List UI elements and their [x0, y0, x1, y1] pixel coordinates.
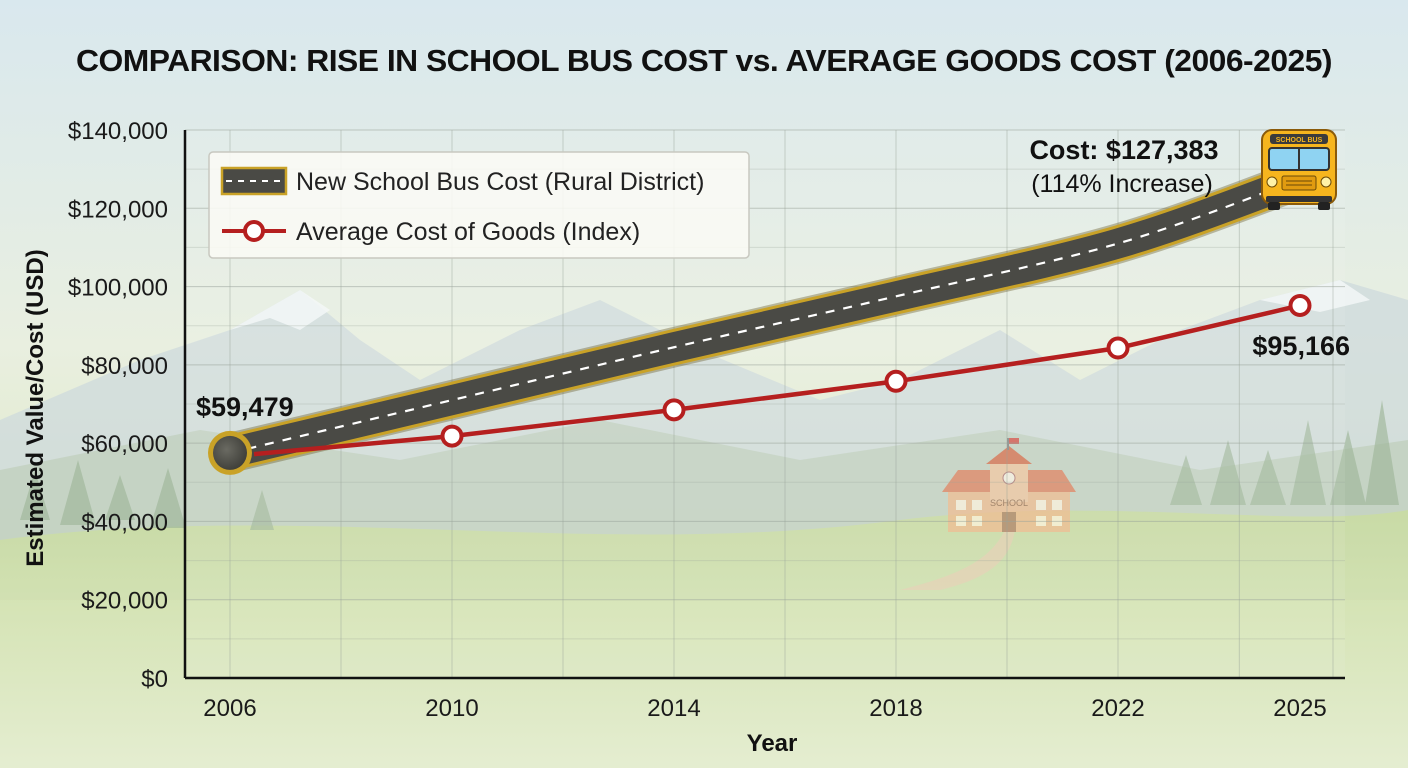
- x-tick-label: 2025: [1273, 695, 1326, 722]
- goods-point: [662, 398, 686, 422]
- bus-cost-point: [894, 294, 898, 298]
- school-bus-icon: SCHOOL BUS: [1261, 129, 1337, 210]
- x-axis-ticks: 2006 2010 2014 2018 2022 2025: [203, 695, 1326, 722]
- svg-text:SCHOOL: SCHOOL: [990, 498, 1028, 508]
- x-axis-label: Year: [747, 730, 798, 757]
- goods-point: [1288, 293, 1312, 317]
- y-axis-ticks: $0 $20,000 $40,000 $60,000 $80,000 $100,000 $1…: [68, 118, 168, 693]
- goods-line: [253, 303, 1301, 457]
- y-tick-label: $0: [141, 666, 168, 693]
- end-increase-label: (114% Increase): [1031, 170, 1213, 198]
- road-surface: [215, 164, 1315, 468]
- end-cost-label: Cost: $127,383: [1029, 135, 1218, 165]
- start-marker-core: [213, 435, 247, 470]
- y-axis-label: Estimated Value/Cost (USD): [22, 249, 49, 566]
- legend-label-goods: Average Cost of Goods (Index): [296, 218, 640, 246]
- legend-swatch-road: [220, 166, 288, 196]
- goods-point: [884, 369, 908, 393]
- series-average-goods-cost: [253, 293, 1312, 457]
- bus-cost-point: [672, 345, 676, 349]
- goods-point: [1106, 336, 1130, 360]
- y-tick-label: $40,000: [81, 509, 168, 536]
- x-tick-label: 2014: [647, 695, 700, 722]
- bus-cost-point: [1116, 242, 1120, 246]
- chart-legend: New School Bus Cost (Rural District) Ave…: [208, 151, 750, 259]
- x-tick-label: 2022: [1091, 695, 1144, 722]
- y-tick-label: $20,000: [81, 588, 168, 615]
- start-value-label: $59,479: [196, 392, 294, 422]
- y-tick-label: $100,000: [68, 275, 168, 302]
- legend-swatch-goods: [222, 220, 286, 242]
- goods-point: [440, 424, 464, 448]
- svg-text:SCHOOL BUS: SCHOOL BUS: [1276, 137, 1323, 144]
- x-tick-label: 2006: [203, 695, 256, 722]
- x-tick-label: 2018: [869, 695, 922, 722]
- chart-axes: [183, 130, 1345, 680]
- y-tick-label: $120,000: [68, 196, 168, 223]
- series-school-bus-cost: [210, 159, 1320, 473]
- y-tick-label: $60,000: [81, 431, 168, 458]
- legend-label-bus: New School Bus Cost (Rural District): [296, 168, 704, 196]
- bus-cost-point: [450, 398, 454, 402]
- chart-title: COMPARISON: RISE IN SCHOOL BUS COST vs. …: [76, 43, 1332, 78]
- goods-end-value-label: $95,166: [1252, 331, 1350, 361]
- y-tick-label: $140,000: [68, 118, 168, 145]
- start-point-marker: [208, 430, 252, 475]
- x-tick-label: 2010: [425, 695, 478, 722]
- legend-box: [208, 151, 750, 259]
- annotations: $59,479 Cost: $127,383 (114% Increase) $…: [196, 135, 1350, 422]
- y-tick-label: $80,000: [81, 353, 168, 380]
